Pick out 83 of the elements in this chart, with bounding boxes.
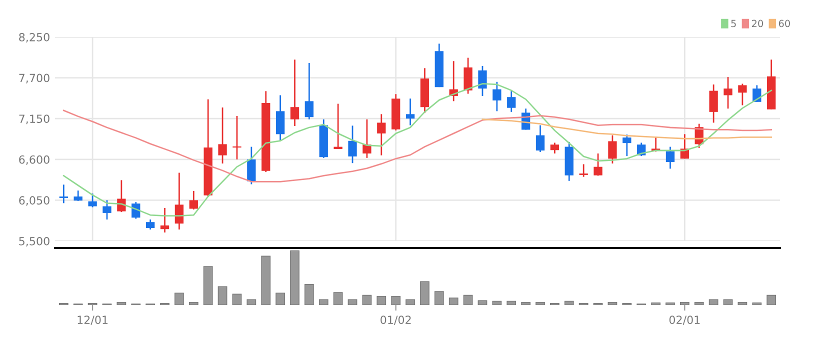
candlestick (377, 113, 386, 156)
candlestick (334, 103, 342, 150)
bar (766, 294, 776, 305)
candlestick (160, 207, 170, 234)
bar (448, 298, 458, 305)
candlestick (218, 106, 227, 164)
bar (290, 250, 300, 305)
candlestick (478, 65, 487, 97)
bar (261, 256, 271, 305)
bar (752, 302, 762, 305)
candlestick (74, 190, 82, 202)
candlestick (290, 58, 300, 127)
line-series (62, 110, 772, 182)
candlestick (550, 142, 560, 154)
bar (608, 302, 618, 305)
bar (362, 294, 372, 305)
candlestick (146, 218, 155, 230)
candlestick (579, 164, 588, 178)
bar (738, 302, 748, 305)
candlestick (738, 83, 747, 106)
candlestick (102, 200, 112, 220)
y-tick-label: 6,050 (19, 196, 50, 206)
bar (536, 302, 545, 305)
candlestick (276, 94, 285, 142)
bar (434, 291, 444, 305)
x-tick-label: 02/01 (669, 316, 700, 325)
candlestick (666, 146, 675, 170)
bar (318, 299, 328, 305)
bar (694, 302, 704, 305)
candlestick (406, 98, 415, 126)
bar (651, 302, 660, 305)
candlestick (464, 57, 472, 94)
candlestick (594, 152, 602, 176)
bar (203, 266, 213, 305)
candlestick (117, 179, 126, 213)
bar (406, 299, 415, 305)
y-tick-label: 8,250 (19, 32, 50, 43)
candlestick (59, 184, 68, 204)
bar (116, 302, 126, 305)
y-tick-label: 7,150 (19, 114, 50, 124)
candlestick (536, 124, 545, 153)
candlestick (174, 172, 184, 230)
bar (492, 300, 502, 305)
candlestick (492, 81, 502, 112)
bar (420, 281, 430, 305)
candlestick (622, 134, 632, 157)
legend-label: 5 (731, 20, 736, 28)
x-tick-label: 12/01 (78, 316, 108, 325)
bar (246, 299, 256, 305)
candlestick (608, 134, 617, 164)
bar (174, 292, 184, 305)
bar (232, 294, 242, 305)
candlestick (247, 146, 256, 185)
legend-label: 60 (778, 20, 790, 28)
bar (348, 299, 358, 305)
candlestick (88, 192, 97, 208)
candlestick (362, 118, 372, 159)
bar (564, 300, 574, 305)
bar (463, 294, 473, 305)
candlestick (709, 84, 718, 124)
y-tick-label: 7,700 (19, 74, 50, 84)
y-tick-label: 6,600 (19, 155, 50, 165)
bar (506, 300, 516, 305)
bar (276, 292, 285, 305)
bar (333, 292, 343, 305)
candlestick (724, 76, 732, 110)
bar (376, 296, 386, 305)
bar (188, 302, 198, 305)
bar (218, 286, 228, 305)
x-tick-label: 01/02 (380, 316, 411, 325)
candlestick (304, 62, 314, 120)
candlestick (232, 115, 242, 160)
bar (521, 302, 530, 305)
candlestick (507, 90, 516, 113)
bar (708, 299, 718, 305)
y-tick-label: 5,500 (19, 236, 50, 247)
candlestick (189, 190, 198, 210)
bar (723, 299, 733, 305)
legend-label: 20 (752, 20, 764, 28)
candlestick (348, 124, 357, 164)
bar (666, 302, 675, 305)
bar (478, 300, 488, 305)
bar (304, 284, 314, 305)
